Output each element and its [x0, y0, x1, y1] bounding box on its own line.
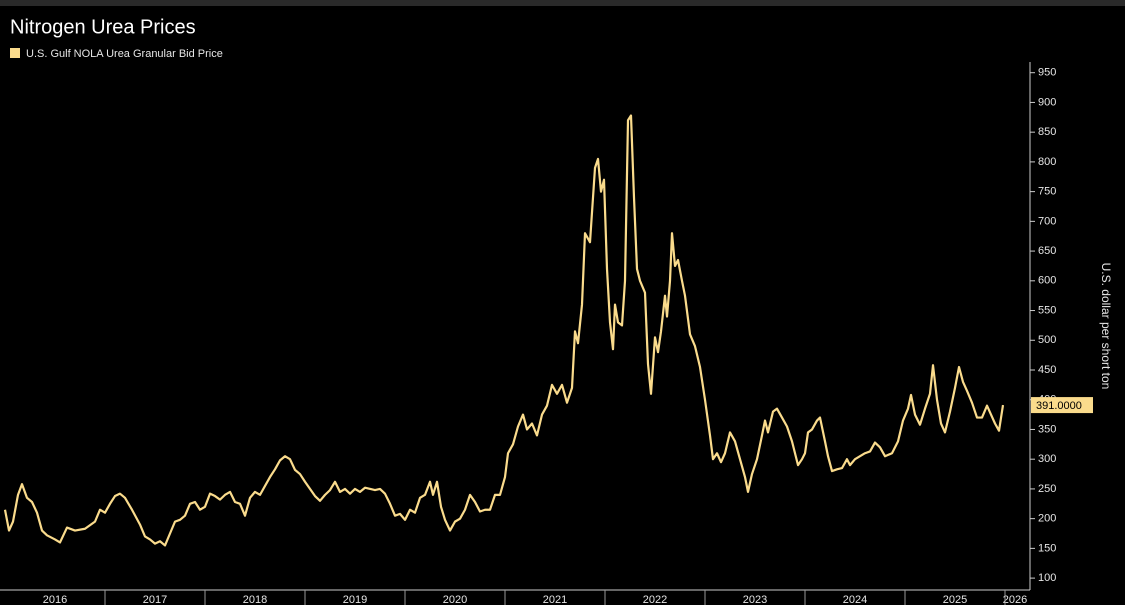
top-strip [0, 0, 1125, 6]
y-tick-label: 500 [1038, 334, 1056, 346]
y-tick-label: 800 [1038, 156, 1056, 168]
x-tick-label: 2025 [943, 594, 967, 605]
y-tick-label: 300 [1038, 453, 1056, 465]
y-tick-label: 450 [1038, 364, 1056, 376]
last-value-label: 391.0000 [1036, 400, 1082, 412]
x-tick-label: 2021 [543, 594, 567, 605]
x-tick-label: 2023 [743, 594, 767, 605]
y-tick-label: 900 [1038, 96, 1056, 108]
y-tick-label: 200 [1038, 513, 1056, 525]
x-tick-label: 2022 [643, 594, 667, 605]
y-tick-label: 350 [1038, 423, 1056, 435]
x-tick-label: 2016 [43, 594, 67, 605]
chart-title: Nitrogen Urea Prices [10, 16, 196, 38]
y-tick-label: 100 [1038, 572, 1056, 584]
price-line [3, 114, 1005, 547]
y-tick-label: 250 [1038, 483, 1056, 495]
y-tick-label: 600 [1038, 275, 1056, 287]
x-tick-label: 2019 [343, 594, 367, 605]
last-value-tag [1031, 397, 1093, 414]
x-tick-label: 2018 [243, 594, 267, 605]
y-tick-label: 950 [1038, 67, 1056, 79]
legend-label: U.S. Gulf NOLA Urea Granular Bid Price [26, 48, 223, 60]
y-tick-label: 150 [1038, 542, 1056, 554]
y-axis-label: U.S. dollar per short ton [1099, 263, 1113, 390]
y-tick-label: 700 [1038, 215, 1056, 227]
x-tick-label: 2017 [143, 594, 167, 605]
x-tick-label: 2026 [1003, 594, 1027, 605]
y-tick-label: 850 [1038, 126, 1056, 138]
y-tick-label: 750 [1038, 186, 1056, 198]
x-tick-label: 2024 [843, 594, 867, 605]
legend-swatch [10, 48, 20, 58]
y-tick-label: 550 [1038, 304, 1056, 316]
x-tick-label: 2020 [443, 594, 467, 605]
y-tick-label: 650 [1038, 245, 1056, 257]
